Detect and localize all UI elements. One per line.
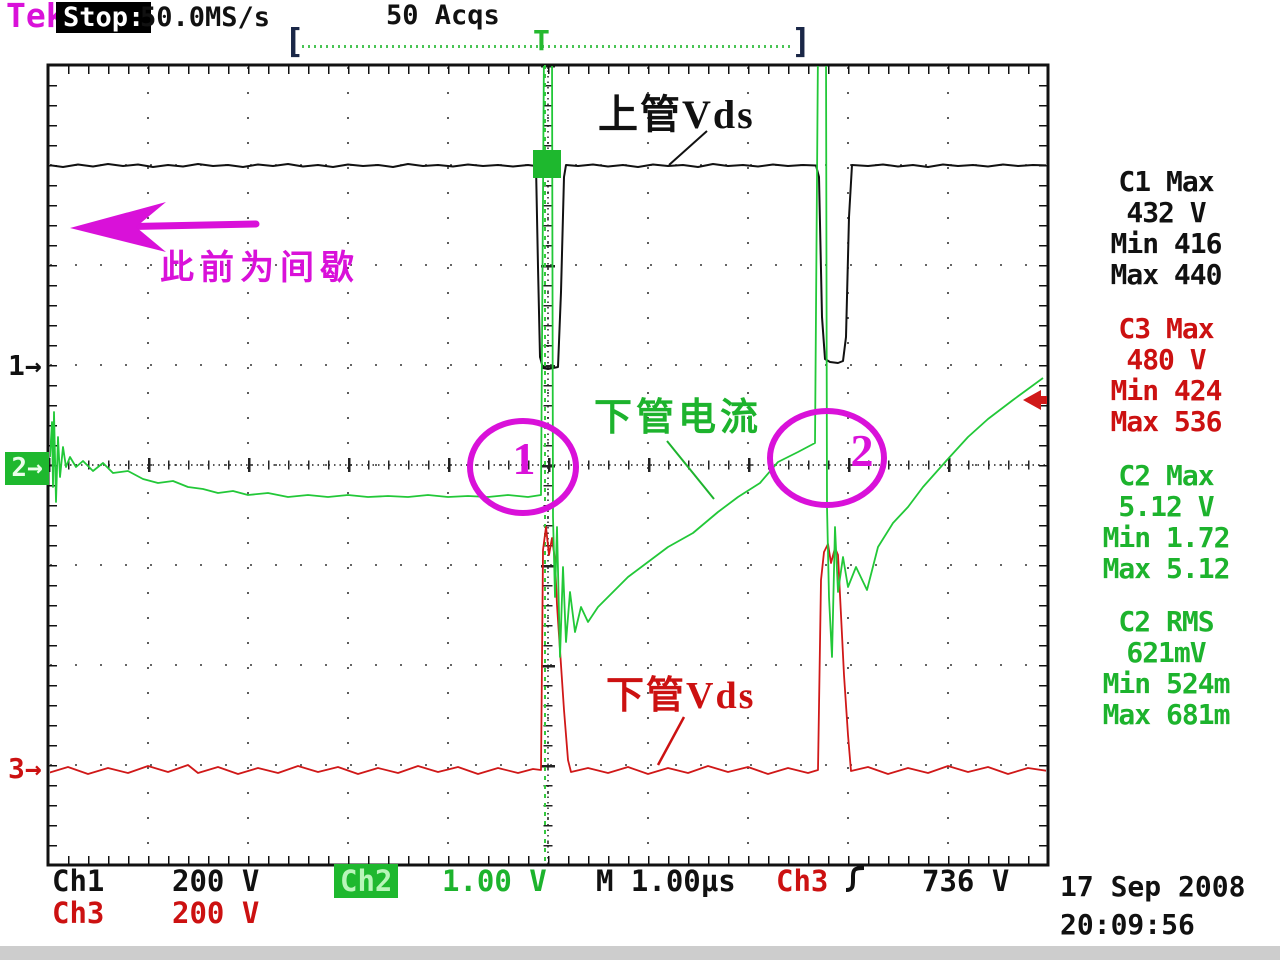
- ch2-trace-label: 下管电流: [594, 397, 763, 439]
- trace-ch3: [50, 526, 1046, 775]
- ch1-scale: 200 V: [172, 864, 260, 898]
- ch1-ground-marker: 1→: [8, 349, 42, 382]
- measurement-line: Max 536: [1110, 405, 1222, 438]
- highlight-circle-1: [467, 418, 579, 516]
- ch2-ground-marker: 2→: [5, 452, 49, 485]
- trigger-position-t-icon: T: [533, 24, 550, 57]
- measurement-line: Max 5.12: [1102, 552, 1231, 585]
- annotation-graphics: [70, 130, 887, 766]
- measurement-line: 5.12 V: [1118, 490, 1214, 523]
- highlight-circle-2: [767, 408, 887, 508]
- ch2-scale: 1.00 V: [442, 864, 547, 898]
- measurement-c2-max: C2 Max 5.12 V Min 1.72 Max 5.12: [1050, 460, 1280, 584]
- ch3-label: Ch3: [52, 896, 105, 930]
- annotation-arrow-text: 此前为间歇: [160, 250, 360, 287]
- acquisition-count: 50 Acqs: [386, 0, 500, 31]
- trace-ch1: [50, 163, 1046, 370]
- measurement-line: Min 416: [1110, 227, 1222, 260]
- measurement-c3: C3 Max 480 V Min 424 Max 536: [1050, 313, 1280, 437]
- trace-ch2: [50, 66, 1044, 658]
- trigger-slope-icon: [845, 866, 865, 892]
- measurement-line: Min 424: [1110, 374, 1222, 407]
- acq-window-left-bracket: [: [284, 22, 305, 62]
- ch1-label: Ch1: [52, 864, 105, 898]
- ch1-trace-label: 上管Vds: [598, 92, 755, 137]
- ch3-scale: 200 V: [172, 896, 260, 930]
- waveform-traces: [50, 66, 1046, 775]
- measurement-line: C2 Max: [1118, 459, 1214, 492]
- trigger-level: 736 V: [922, 864, 1010, 898]
- ch2-label-callout-line: [666, 440, 715, 500]
- graticule-grid: [46, 63, 1050, 867]
- measurement-line: C2 RMS: [1118, 605, 1214, 638]
- time-display: 20:09:56: [1060, 908, 1195, 941]
- acquisition-status-badge: Stop:: [56, 2, 152, 33]
- measurement-line: Max 681m: [1102, 698, 1231, 731]
- ch2-label-badge: Ch2: [334, 864, 399, 898]
- measurement-line: C1 Max: [1118, 165, 1214, 198]
- annotation-arrow-head-icon: [70, 202, 166, 252]
- trigger-level-arrow-icon: [1023, 390, 1047, 410]
- measurement-c2-rms: C2 RMS 621mV Min 524m Max 681m: [1050, 606, 1280, 730]
- measurement-line: 621mV: [1126, 636, 1206, 669]
- highlight-circle-2-label: 2: [850, 425, 874, 476]
- sample-rate: 50.0MS/s: [140, 2, 271, 33]
- measurement-line: 432 V: [1126, 196, 1206, 229]
- trigger-source: Ch3: [776, 864, 829, 898]
- bottom-bezel-strip: [0, 946, 1280, 960]
- tek-logo: Tek: [6, 0, 66, 35]
- measurement-line: Max 440: [1110, 258, 1222, 291]
- timebase: M 1.00µs: [596, 864, 736, 898]
- highlight-circle-1-label: 1: [512, 433, 536, 484]
- measurement-line: Min 524m: [1102, 667, 1231, 700]
- measurement-line: C3 Max: [1118, 312, 1214, 345]
- measurement-c1: C1 Max 432 V Min 416 Max 440: [1050, 166, 1280, 290]
- measurement-line: Min 1.72: [1102, 521, 1231, 554]
- ch1-label-callout-line: [668, 130, 708, 166]
- ch3-trace-label: 下管Vds: [606, 675, 756, 717]
- acq-window-right-bracket: ]: [791, 22, 812, 62]
- date-display: 17 Sep 2008: [1060, 870, 1246, 903]
- trigger-point-marker: [533, 150, 561, 178]
- measurement-line: 480 V: [1126, 343, 1206, 376]
- acq-window-dotted-line: [302, 45, 791, 48]
- ch3-label-callout-line: [656, 716, 686, 766]
- ch3-ground-marker: 3→: [8, 752, 42, 785]
